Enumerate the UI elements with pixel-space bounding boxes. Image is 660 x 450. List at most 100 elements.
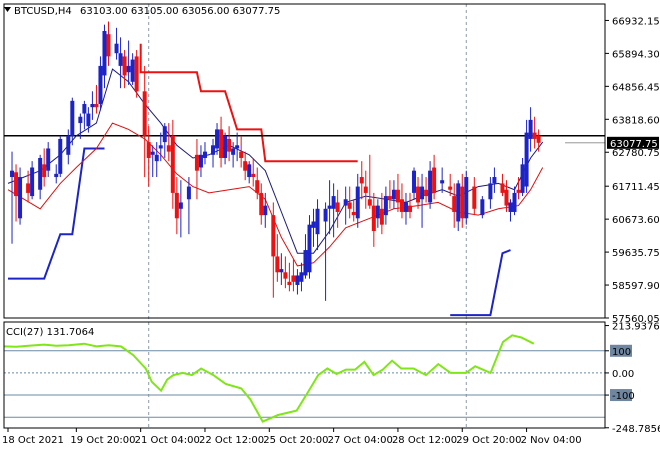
symbol-label: BTCUSD,H4 xyxy=(14,6,72,17)
bull-candle xyxy=(412,170,417,193)
bear-candle xyxy=(363,186,368,193)
bull-candle xyxy=(247,164,252,178)
bull-candle xyxy=(78,116,83,124)
bear-candle xyxy=(42,164,47,178)
grid xyxy=(148,4,467,428)
bear-candle xyxy=(239,151,244,158)
bear-candle xyxy=(536,135,541,143)
bull-candle xyxy=(198,154,203,168)
price-tick-label: 60673.60 xyxy=(612,215,660,226)
time-tick-label: 28 Oct 12:00 xyxy=(392,435,457,446)
bull-candle xyxy=(464,177,469,219)
bear-candle xyxy=(371,205,376,232)
bear-candle xyxy=(243,161,248,171)
bear-candle xyxy=(122,56,127,76)
bull-candle xyxy=(70,100,75,136)
bear-candle xyxy=(275,256,280,273)
time-tick-label: 21 Oct 04:00 xyxy=(135,435,200,446)
price-tick-label: 65894.30 xyxy=(612,49,660,60)
bull-candle xyxy=(383,196,388,216)
dropdown-arrow-icon[interactable] xyxy=(4,7,11,12)
price-tick-label: 64856.45 xyxy=(612,82,660,93)
bear-candle xyxy=(335,202,340,212)
pane-frames xyxy=(3,3,606,429)
bull-candle xyxy=(355,186,360,219)
cci-level-badge xyxy=(610,344,632,357)
bull-candle xyxy=(54,173,59,178)
cci-tick-label: 0.00 xyxy=(612,369,634,380)
bull-candle xyxy=(211,145,216,155)
bull-candle xyxy=(480,199,485,216)
bear-candle xyxy=(472,186,477,209)
bull-candle xyxy=(456,183,461,222)
time-tick-label: 2 Nov 04:00 xyxy=(521,435,582,446)
cci-tick-label: -248.7856 xyxy=(612,424,660,435)
bear-candle xyxy=(367,199,372,206)
bull-candle xyxy=(343,199,348,206)
upper-band-line xyxy=(139,43,358,163)
cci-tick-label: -100 xyxy=(612,391,635,402)
price-tick-label: 66932.15 xyxy=(612,16,660,27)
bear-candle xyxy=(287,281,292,285)
bull-candle xyxy=(202,151,207,158)
price-tick-label: 58597.90 xyxy=(612,281,660,292)
bear-candle xyxy=(170,135,175,193)
price-pane-frame xyxy=(3,3,606,319)
bear-candle xyxy=(532,132,537,139)
bull-candle xyxy=(46,148,51,171)
bull-candle xyxy=(520,164,525,193)
bear-candle xyxy=(500,183,505,193)
bear-candle xyxy=(283,272,288,279)
bear-candle xyxy=(94,104,99,108)
bull-candle xyxy=(162,126,167,143)
bear-candle xyxy=(251,173,256,178)
bull-candle xyxy=(528,119,533,139)
bull-candle xyxy=(98,65,103,105)
bear-candle xyxy=(146,142,151,158)
cci-header: CCI(27) 131.7064 xyxy=(6,327,94,338)
bull-candle xyxy=(223,135,228,158)
bear-candle xyxy=(504,189,509,206)
bear-candle xyxy=(347,202,352,209)
time-tick-label: 25 Oct 20:00 xyxy=(263,435,328,446)
ohlc-values: 63103.00 63105.00 63056.00 63077.75 xyxy=(80,6,280,17)
bear-candle xyxy=(448,186,453,190)
bull-candle xyxy=(235,145,240,149)
bear-candle xyxy=(351,211,356,216)
last-price-badge xyxy=(607,136,659,149)
bull-candle xyxy=(118,53,123,66)
bear-candle xyxy=(359,177,364,184)
bull-candle xyxy=(18,177,23,219)
price-tick-label: 61711.45 xyxy=(612,182,660,193)
header: BTCUSD,H4 63103.00 63105.00 63056.00 630… xyxy=(4,6,280,17)
time-tick-label: 27 Oct 04:00 xyxy=(328,435,393,446)
bull-candle xyxy=(150,151,155,155)
cci-pane-frame xyxy=(3,321,606,429)
bull-candle xyxy=(102,30,107,76)
bear-candle xyxy=(26,183,31,193)
bull-candle xyxy=(311,221,316,228)
bull-candle xyxy=(126,65,131,73)
bear-candle xyxy=(387,196,392,200)
price-tick-label: 57560.05 xyxy=(612,314,660,325)
lower-band-line xyxy=(8,147,105,280)
last-price-label: 63077.75 xyxy=(610,139,658,150)
bull-candle xyxy=(303,250,308,276)
price-tick-label: 63818.60 xyxy=(612,115,660,126)
bear-candle xyxy=(516,189,521,193)
bull-candle xyxy=(82,104,87,114)
bull-candle xyxy=(391,189,396,200)
bull-candle xyxy=(295,275,300,285)
bear-candle xyxy=(219,129,224,158)
bull-candle xyxy=(114,43,119,54)
bull-candle xyxy=(231,148,236,155)
cci-level-badge xyxy=(610,389,632,402)
bull-candle xyxy=(263,205,268,216)
bear-candle xyxy=(14,172,19,197)
bull-candle xyxy=(10,170,15,178)
bear-candle xyxy=(379,208,384,225)
bear-candle xyxy=(424,189,429,197)
bear-candle xyxy=(395,189,400,203)
bull-candle xyxy=(492,177,497,184)
